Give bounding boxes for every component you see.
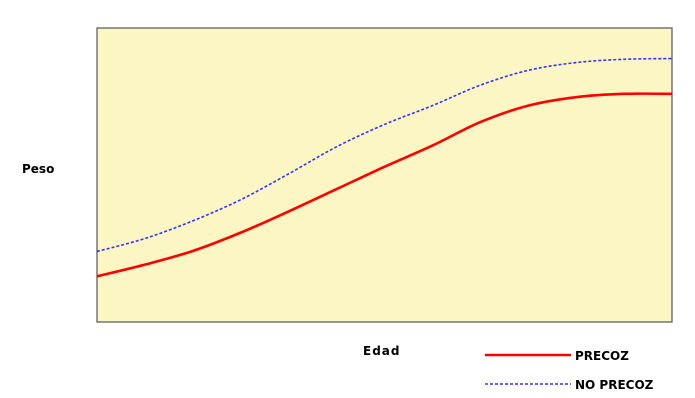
legend: PRECOZ NO PRECOZ [485,349,654,392]
series-layer [96,57,673,278]
series-line-no-precoz [96,57,673,253]
series-line-precoz [96,92,673,278]
plot-area [96,27,673,323]
legend-label-precoz: PRECOZ [575,349,629,363]
legend-label-no-precoz: NO PRECOZ [575,378,654,392]
x-axis-label: Edad [363,344,400,358]
y-axis-label: Peso [22,162,54,176]
